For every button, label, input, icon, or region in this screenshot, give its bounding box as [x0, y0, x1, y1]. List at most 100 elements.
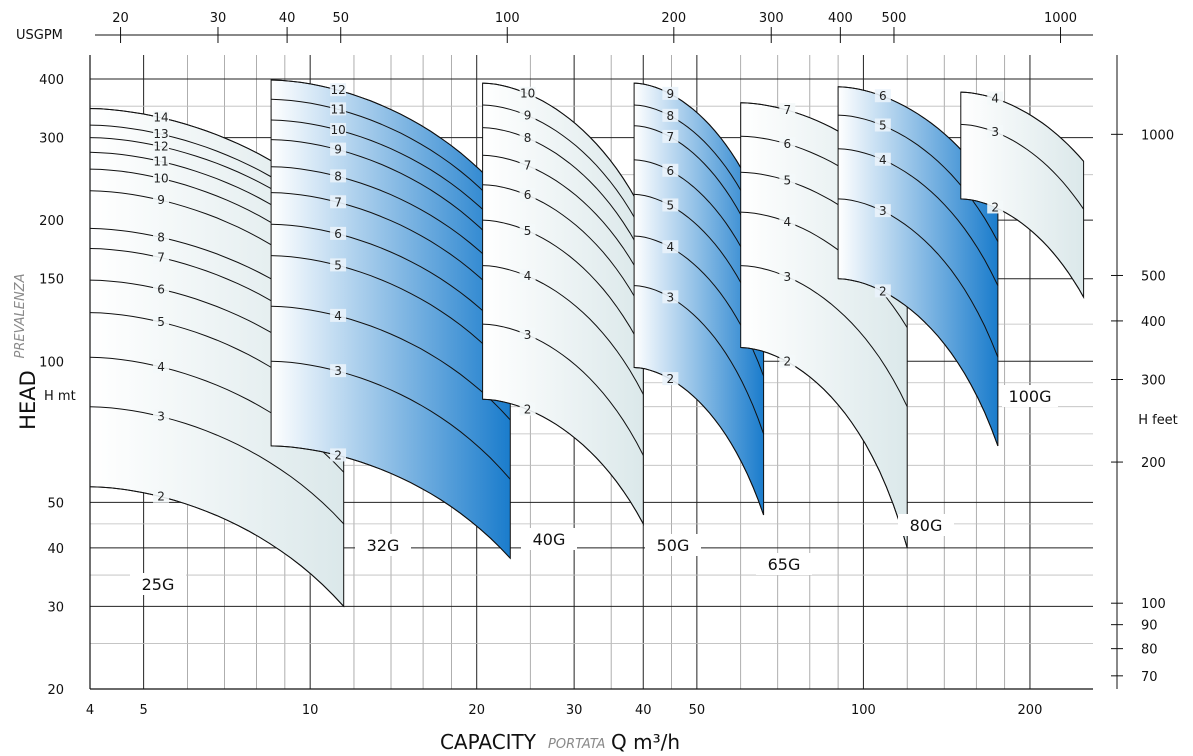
stage-label-bg: [330, 364, 347, 378]
stage-label-bg: [153, 409, 170, 423]
stage-label-bg: [519, 402, 536, 416]
stage-label-bg: [779, 173, 796, 187]
top-tick-label: 200: [661, 11, 686, 26]
y-axis-subtitle: PREVALENZA: [13, 274, 28, 359]
stage-label-40G-4: 4: [524, 269, 532, 283]
family-label-bg: [355, 534, 411, 556]
x-tick-label: 40: [635, 703, 652, 718]
stage-label-50G-6: 6: [667, 164, 675, 178]
stage-label-100G-2: 2: [991, 200, 999, 214]
stage-label-bg: [662, 129, 679, 143]
stage-label-65G-7: 7: [783, 103, 791, 117]
stage-curve-32G-7: [271, 192, 511, 309]
stage-label-bg: [153, 127, 170, 141]
stage-label-65G-2: 2: [783, 355, 791, 369]
stage-curve-80G-2: [838, 278, 999, 447]
stage-label-25G-13: 13: [153, 127, 168, 141]
right-tick-label: 200: [1141, 456, 1166, 471]
stage-label-bg: [519, 108, 536, 122]
stage-label-bg: [330, 122, 347, 136]
stage-curve-40G-5: [482, 219, 644, 352]
stage-label-bg: [779, 214, 796, 228]
stage-curve-100G-3: [960, 123, 1085, 210]
stage-label-bg: [662, 240, 679, 254]
stage-label-bg: [662, 163, 679, 177]
stage-label-25G-9: 9: [157, 193, 165, 207]
y-tick-label: 40: [47, 542, 64, 557]
stage-label-32G-7: 7: [334, 195, 342, 209]
stage-label-100G-4: 4: [991, 92, 999, 106]
stage-label-bg: [779, 136, 796, 150]
stage-curve-50G-3: [634, 285, 765, 435]
stage-label-40G-8: 8: [524, 131, 532, 145]
stage-label-bg: [874, 89, 891, 103]
stage-label-32G-10: 10: [330, 123, 345, 137]
stage-curve-32G-4: [271, 305, 511, 421]
stage-label-bg: [153, 359, 170, 373]
right-tick-label: 70: [1141, 670, 1158, 685]
stage-label-bg: [779, 354, 796, 368]
stage-label-bg: [987, 125, 1004, 139]
x-tick-label: 100: [851, 703, 876, 718]
stage-curve-40G-6: [482, 184, 644, 313]
stage-label-25G-11: 11: [153, 155, 168, 169]
x-tick-label: 50: [689, 703, 706, 718]
y-tick-label: 150: [39, 273, 64, 288]
family-label-65G: 65G: [768, 555, 801, 574]
stage-curve-32G-11: [271, 98, 511, 221]
stage-curve-40G-10: [482, 82, 644, 214]
top-tick-label: 30: [210, 11, 227, 26]
stage-label-bg: [153, 230, 170, 244]
stage-label-bg: [153, 489, 170, 503]
right-axis-title: H feet: [1138, 413, 1178, 428]
stage-label-32G-12: 12: [330, 83, 345, 97]
family-label-100G: 100G: [1009, 387, 1052, 406]
family-label-bg: [1002, 385, 1058, 407]
stage-label-40G-10: 10: [520, 87, 535, 101]
y-tick-label: 30: [47, 600, 64, 615]
stage-label-bg: [153, 282, 170, 296]
stage-label-25G-4: 4: [157, 360, 165, 374]
stage-label-25G-14: 14: [153, 111, 168, 125]
stage-label-65G-5: 5: [783, 174, 791, 188]
top-tick-label: 40: [279, 11, 296, 26]
stage-label-bg: [153, 154, 170, 168]
stage-label-65G-6: 6: [783, 137, 791, 151]
stage-label-bg: [779, 103, 796, 117]
y-tick-label: 50: [47, 496, 64, 511]
stage-label-bg: [519, 131, 536, 145]
stage-label-50G-8: 8: [667, 109, 675, 123]
stage-label-65G-3: 3: [783, 270, 791, 284]
stage-label-40G-7: 7: [524, 159, 532, 173]
stage-label-bg: [874, 204, 891, 218]
top-axis-label: USGPM: [16, 28, 63, 43]
x-tick-label: 10: [302, 703, 319, 718]
stage-curve-40G-7: [482, 154, 644, 282]
family-label-50G: 50G: [657, 536, 690, 555]
axes: 4 5 10 20 30 40 50 100 200 20 30 40 50 100 150 200 300 40…: [13, 11, 1178, 754]
stage-curve-40G-3: [482, 323, 644, 456]
stage-label-bg: [874, 118, 891, 132]
stage-label-bg: [987, 91, 1004, 105]
stage-label-32G-11: 11: [330, 102, 345, 116]
stage-curve-32G-2: [271, 445, 511, 559]
stage-label-80G-2: 2: [879, 284, 887, 298]
x-tick-label: 20: [468, 703, 485, 718]
stage-label-32G-4: 4: [334, 309, 342, 323]
stage-label-bg: [330, 195, 347, 209]
stage-label-bg: [153, 171, 170, 185]
stage-label-80G-3: 3: [879, 204, 887, 218]
stage-label-25G-5: 5: [157, 315, 165, 329]
stage-label-bg: [519, 188, 536, 202]
stage-curve-32G-5: [271, 255, 511, 373]
right-tick-label: 90: [1141, 619, 1158, 634]
stage-label-50G-3: 3: [667, 290, 675, 304]
y-tick-label: 300: [39, 132, 64, 147]
stage-label-25G-7: 7: [157, 251, 165, 265]
stage-curve-25G-3: [89, 406, 345, 525]
right-tick-label: 400: [1141, 315, 1166, 330]
stage-curve-40G-4: [482, 265, 644, 395]
stage-label-25G-2: 2: [157, 490, 165, 504]
pump-family-regions: 2345678910111213142345678910111223456789…: [89, 79, 1085, 608]
right-tick-label: 500: [1141, 269, 1166, 284]
